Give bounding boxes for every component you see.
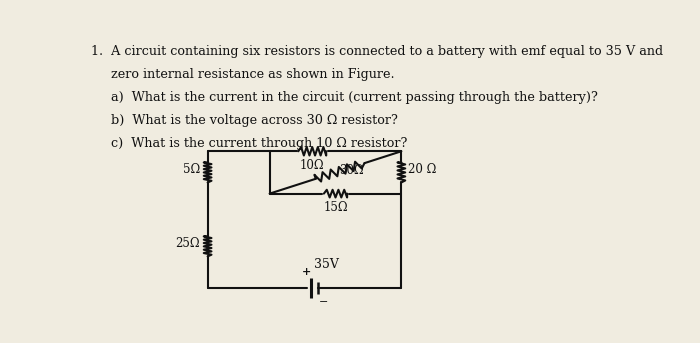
Text: 35V: 35V xyxy=(314,258,339,271)
Text: a)  What is the current in the circuit (current passing through the battery)?: a) What is the current in the circuit (c… xyxy=(92,91,598,104)
Text: c)  What is the current through 10 Ω resistor?: c) What is the current through 10 Ω resi… xyxy=(92,138,407,151)
Text: 30Ω: 30Ω xyxy=(340,164,364,177)
Text: zero internal resistance as shown in Figure.: zero internal resistance as shown in Fig… xyxy=(92,68,395,81)
Text: 25Ω: 25Ω xyxy=(175,237,200,250)
Text: 20 Ω: 20 Ω xyxy=(407,163,436,176)
Text: 10Ω: 10Ω xyxy=(300,159,325,172)
Text: 1.  A circuit containing six resistors is connected to a battery with emf equal : 1. A circuit containing six resistors is… xyxy=(92,45,664,58)
Text: 5Ω: 5Ω xyxy=(183,163,200,176)
Text: 15Ω: 15Ω xyxy=(323,201,348,214)
Text: −: − xyxy=(318,297,328,307)
Text: +: + xyxy=(302,266,311,277)
Text: b)  What is the voltage across 30 Ω resistor?: b) What is the voltage across 30 Ω resis… xyxy=(92,114,398,127)
